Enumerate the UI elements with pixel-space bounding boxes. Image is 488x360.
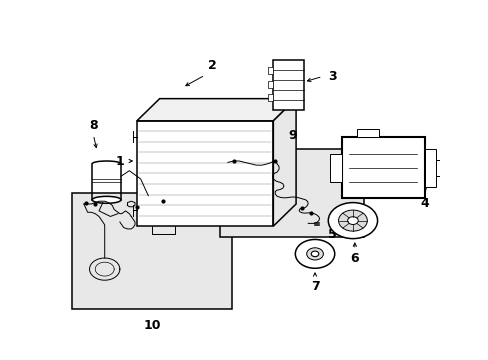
Text: 1: 1 xyxy=(115,154,124,167)
Text: 2: 2 xyxy=(208,59,217,72)
Circle shape xyxy=(347,217,358,225)
Text: 4: 4 xyxy=(420,197,428,210)
Bar xyxy=(341,138,424,198)
Bar xyxy=(329,154,341,182)
Text: 6: 6 xyxy=(350,252,358,265)
Circle shape xyxy=(327,203,377,239)
Bar xyxy=(267,81,273,87)
Text: 10: 10 xyxy=(143,319,161,332)
Bar xyxy=(267,67,273,74)
Bar xyxy=(267,94,273,102)
Bar xyxy=(72,193,231,309)
Text: 3: 3 xyxy=(327,70,336,83)
Ellipse shape xyxy=(92,196,121,203)
Text: 8: 8 xyxy=(89,119,98,132)
Polygon shape xyxy=(137,121,273,226)
Bar xyxy=(424,149,435,187)
Polygon shape xyxy=(137,99,296,121)
Bar xyxy=(220,149,364,237)
Text: 7: 7 xyxy=(310,280,319,293)
Text: 5: 5 xyxy=(327,228,336,240)
Text: 9: 9 xyxy=(287,129,296,141)
Circle shape xyxy=(306,248,323,260)
Polygon shape xyxy=(273,99,296,226)
Circle shape xyxy=(338,210,366,231)
Circle shape xyxy=(295,239,334,268)
Bar xyxy=(356,129,379,138)
Circle shape xyxy=(311,251,318,257)
Bar xyxy=(273,60,303,110)
